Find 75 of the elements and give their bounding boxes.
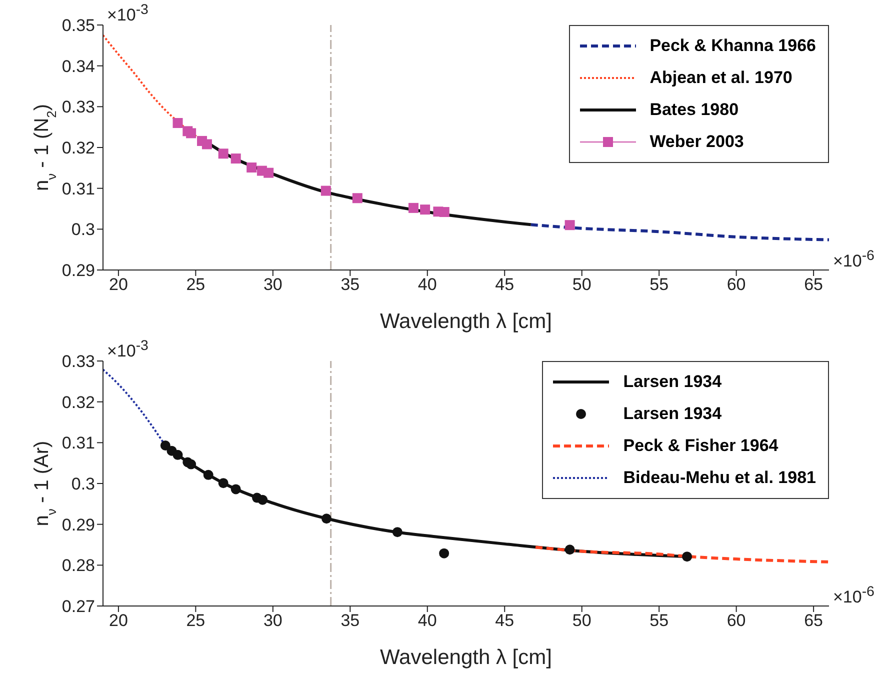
y-tick-label: 0.29 (62, 261, 95, 280)
y-tick-label: 0.33 (62, 98, 95, 117)
x-tick-label: 45 (495, 275, 514, 294)
legend-label: Peck & Fisher 1964 (623, 436, 778, 456)
point (258, 494, 268, 505)
point (564, 544, 575, 555)
x-axis-title: Wavelength λ [cm] (380, 310, 552, 333)
x-tick-label: 65 (804, 275, 824, 294)
point (246, 162, 257, 173)
point (439, 207, 450, 218)
line-series (534, 546, 829, 564)
legend-label: Bideau-Mehu et al. 1981 (623, 468, 816, 488)
x-axis-title: Wavelength λ [cm] (380, 646, 552, 669)
x-tick-label: 25 (186, 611, 206, 630)
legend-label: Larsen 1934 (623, 404, 722, 424)
point (320, 186, 331, 196)
legend-label: Bates 1980 (650, 100, 739, 120)
point (392, 527, 402, 538)
point (186, 459, 196, 470)
x-tick-label: 55 (650, 275, 669, 294)
x-tick-label: 50 (572, 611, 592, 630)
x-tick-label: 20 (108, 275, 128, 294)
text: ×10$^{-3}$ (107, 338, 148, 362)
x-tick-label: 35 (340, 275, 360, 294)
y-tick-label: 0.31 (62, 434, 95, 453)
point (230, 484, 241, 494)
text: ×10$^{-3}$ (107, 2, 148, 26)
y-tick-label: 0.32 (62, 392, 95, 412)
point (420, 204, 430, 215)
x-tick-label: 30 (263, 275, 282, 294)
line-series (529, 223, 829, 242)
x-tick-label: 25 (186, 275, 206, 294)
point (218, 148, 228, 159)
x-tick-label: 40 (418, 275, 437, 294)
point (322, 514, 332, 524)
y-tick-label: 0.35 (62, 16, 95, 36)
point (160, 440, 170, 451)
point (439, 548, 450, 558)
point (218, 478, 228, 488)
point (172, 118, 183, 128)
x-tick-label: 55 (650, 611, 669, 630)
point (172, 450, 183, 460)
point (264, 168, 274, 178)
point (408, 202, 418, 213)
x-tick-label: 50 (572, 275, 592, 294)
point (230, 154, 241, 164)
point (682, 552, 692, 562)
text: ×10$^{-6}$ (833, 248, 874, 272)
x-tick-label: 60 (726, 275, 746, 294)
y-tick-label: 0.33 (62, 352, 95, 372)
x-tick-label: 40 (418, 611, 437, 630)
point (186, 128, 196, 138)
legend-label: Larsen 1934 (623, 372, 722, 392)
x-tick-label: 60 (726, 611, 746, 630)
y-tick-label: 0.27 (62, 597, 95, 616)
point (352, 193, 362, 204)
y-tick-label: 0.31 (62, 179, 95, 198)
text: ×10$^{-6}$ (833, 584, 874, 608)
point (203, 470, 214, 480)
x-tick-label: 45 (495, 611, 514, 630)
legend-label: Abjean et al. 1970 (650, 68, 792, 88)
legend-label: Peck & Khanna 1966 (650, 36, 816, 56)
y-tick-label: 0.3 (71, 474, 95, 494)
y-tick-label: 0.3 (71, 220, 95, 240)
x-tick-label: 20 (108, 611, 128, 630)
x-tick-label: 35 (340, 611, 360, 630)
y-tick-label: 0.34 (62, 56, 95, 76)
point (202, 139, 212, 150)
x-tick-label: 30 (263, 611, 282, 630)
legend-label: Weber 2003 (650, 132, 744, 152)
y-tick-label: 0.29 (62, 515, 95, 534)
y-tick-label: 0.28 (62, 556, 95, 576)
x-tick-label: 65 (804, 611, 824, 630)
y-tick-label: 0.32 (62, 138, 95, 158)
point (564, 220, 575, 230)
